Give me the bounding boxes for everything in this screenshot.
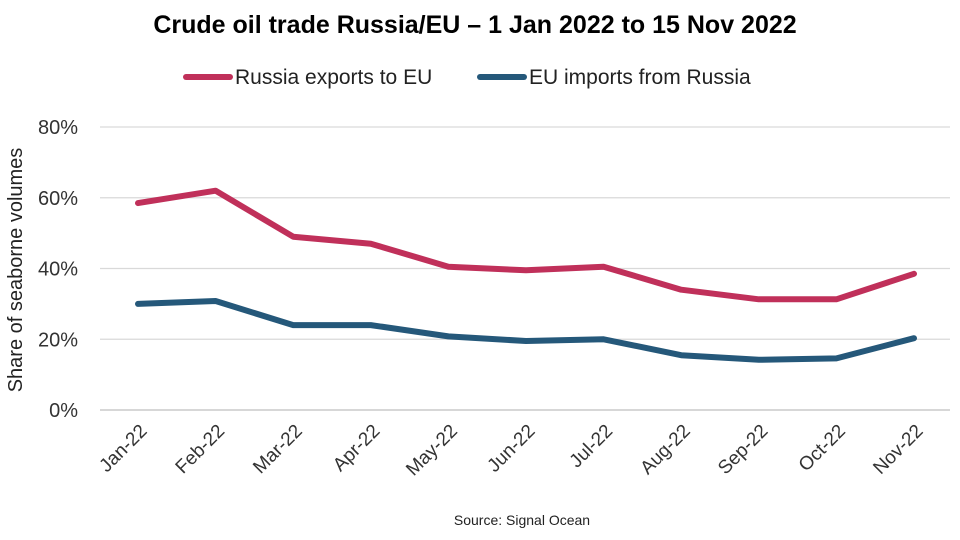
chart-title: Crude oil trade Russia/EU – 1 Jan 2022 t…: [153, 11, 796, 39]
y-tick-label: 60%: [38, 188, 78, 210]
x-tick-label: Jul-22: [566, 421, 617, 472]
x-tick-labels: Jan-22 Feb-22 Mar-22 Apr-22 May-22 Jun-22 Jul-…: [96, 421, 928, 481]
y-tick-label: 0%: [49, 400, 78, 422]
y-tick-label: 80%: [38, 117, 78, 139]
y-tick-label: 20%: [38, 329, 78, 351]
x-tick-label: Oct-22: [795, 421, 850, 476]
source-note: Source: Signal Ocean: [454, 512, 590, 528]
y-tick-label: 40%: [38, 259, 78, 281]
y-axis-label: Share of seaborne volumes: [5, 148, 27, 393]
x-tick-label: Nov-22: [869, 421, 927, 479]
y-tick-labels: 0% 20% 40% 60% 80%: [38, 117, 78, 422]
x-tick-label: Jun-22: [484, 421, 540, 477]
legend: Russia exports to EU EU imports from Rus…: [183, 66, 751, 89]
series-lines: [135, 187, 917, 363]
x-tick-label: Mar-22: [249, 421, 306, 478]
legend-label-russia-exports: Russia exports to EU: [235, 66, 432, 89]
series-line-russia-exports: [135, 187, 917, 303]
series-line-eu-imports: [135, 298, 917, 363]
x-tick-label: Apr-22: [329, 421, 384, 476]
legend-label-eu-imports: EU imports from Russia: [529, 66, 751, 89]
x-tick-label: Feb-22: [172, 421, 229, 478]
x-tick-label: Sep-22: [714, 421, 772, 479]
x-tick-label: Aug-22: [637, 421, 695, 479]
x-tick-label: Jan-22: [96, 421, 152, 477]
x-tick-label: May-22: [402, 421, 462, 481]
